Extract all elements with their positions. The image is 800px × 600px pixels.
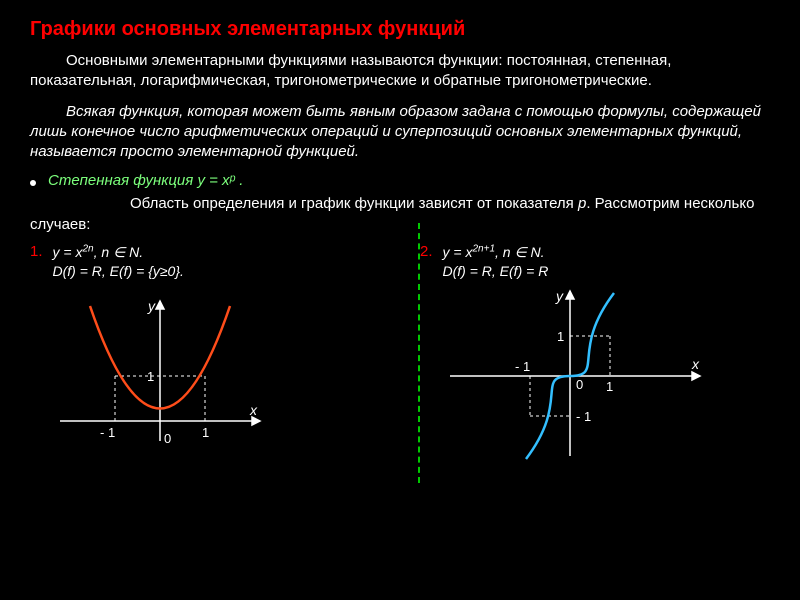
case2-eq-b: , n ∈ N. [495, 244, 545, 260]
case1-eq-a: y = x [53, 244, 83, 260]
paragraph-cases: Область определения и график функции зав… [30, 194, 770, 235]
case-2-text: y = x2n+1, n ∈ N. D(f) = R, E(f) = R [443, 243, 549, 281]
paragraph-elementary: Всякая функция, которая может быть явным… [30, 102, 770, 163]
case1-domain: D(f) = R, E(f) = {y≥0}. [53, 263, 184, 279]
case1-eq-sup: 2n [82, 244, 93, 255]
bullet-icon [30, 180, 36, 186]
charts-row: 1. y = x2n, n ∈ N. D(f) = R, E(f) = {y≥0… [30, 243, 770, 461]
para3-pre: Область определения и график функции зав… [130, 195, 578, 212]
svg-text:- 1: - 1 [100, 425, 115, 440]
chart-odd-power: y x 1 - 1 - 1 1 0 [420, 281, 720, 461]
case-2-number: 2. [420, 243, 433, 260]
case2-eq-sup: 2n+1 [472, 244, 495, 255]
chart2-xlabel: x [691, 356, 700, 372]
case-2: 2. y = x2n+1, n ∈ N. D(f) = R, E(f) = R [380, 243, 770, 461]
svg-text:1: 1 [606, 379, 613, 394]
slide-title: Графики основных элементарных функций [30, 18, 770, 41]
svg-text:- 1: - 1 [515, 359, 530, 374]
power-function-eq: y = xᵖ . [193, 172, 243, 189]
case-1: 1. y = x2n, n ∈ N. D(f) = R, E(f) = {y≥0… [30, 243, 380, 461]
chart-even-power: y x 1 - 1 1 0 [30, 281, 290, 461]
svg-text:1: 1 [147, 369, 154, 384]
power-function-bullet: Степенная функция y = xᵖ . [30, 172, 770, 190]
power-function-name: Степенная функция [48, 172, 193, 189]
svg-text:1: 1 [557, 329, 564, 344]
case1-eq-b: , n ∈ N. [94, 244, 144, 260]
case-1-number: 1. [30, 243, 43, 260]
case2-eq-a: y = x [443, 244, 473, 260]
paragraph-definition: Основными элементарными функциями называ… [30, 51, 770, 92]
svg-text:1: 1 [202, 425, 209, 440]
case2-domain: D(f) = R, E(f) = R [443, 263, 549, 279]
case-1-text: y = x2n, n ∈ N. D(f) = R, E(f) = {y≥0}. [53, 243, 184, 281]
chart2-origin: 0 [576, 377, 583, 392]
chart2-ylabel: y [555, 288, 564, 304]
vertical-divider [418, 223, 420, 483]
chart1-ylabel: y [147, 298, 156, 314]
chart1-xlabel: x [249, 402, 258, 418]
svg-text:- 1: - 1 [576, 409, 591, 424]
chart1-origin: 0 [164, 431, 171, 446]
